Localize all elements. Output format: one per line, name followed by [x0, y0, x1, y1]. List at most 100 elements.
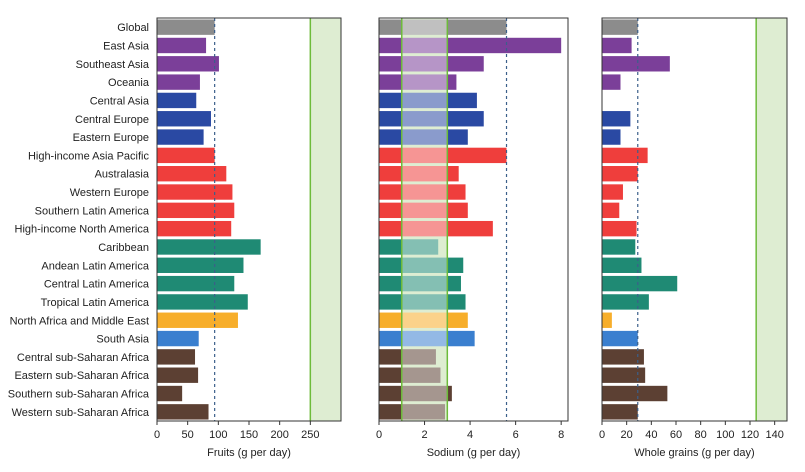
- bar-eastern-europe: [157, 129, 204, 145]
- bar-southeast-asia-optimal-part: [401, 56, 448, 72]
- bar-southern-sub-saharan-africa: [157, 385, 183, 402]
- bar-global-optimal-part: [401, 19, 448, 35]
- bar-south-asia-optimal-part: [401, 330, 448, 347]
- bar-central-asia: [447, 92, 477, 109]
- bar-southern-sub-saharan-africa: [447, 385, 452, 402]
- bar-high-income-north-america: [379, 220, 402, 237]
- x-tick-label: 8: [558, 429, 564, 441]
- bar-central-asia-optimal-part: [401, 92, 448, 109]
- bar-tropical-latin-america: [157, 294, 248, 310]
- bar-central-europe: [157, 111, 211, 127]
- bar-high-income-asia-pacific: [157, 147, 215, 164]
- bar-north-africa-and-middle-east: [379, 312, 402, 328]
- bar-southeast-asia: [447, 56, 484, 72]
- bar-high-income-asia-pacific: [379, 147, 402, 164]
- bar-eastern-europe-optimal-part: [401, 129, 448, 145]
- x-tick-label: 20: [621, 429, 633, 441]
- region-label-central-asia: Central Asia: [90, 95, 150, 107]
- bar-eastern-sub-saharan-africa: [379, 367, 402, 383]
- bar-high-income-north-america: [157, 220, 232, 237]
- bar-australasia: [379, 166, 402, 182]
- bar-oceania-optimal-part: [401, 74, 448, 90]
- bar-andean-latin-america: [447, 257, 464, 273]
- bar-central-latin-america: [602, 275, 678, 292]
- bar-western-europe: [157, 184, 233, 200]
- bar-central-sub-saharan-africa: [379, 349, 402, 365]
- bar-global: [447, 19, 507, 35]
- region-label-high-income-asia-pacific: High-income Asia Pacific: [28, 150, 150, 162]
- bar-eastern-sub-saharan-africa-optimal-part: [401, 367, 441, 383]
- region-label-east-asia: East Asia: [103, 40, 150, 52]
- bar-australasia: [157, 166, 227, 182]
- bar-southern-sub-saharan-africa: [602, 385, 668, 402]
- bar-high-income-north-america: [447, 220, 493, 237]
- x-tick-label: 50: [182, 429, 194, 441]
- bar-central-sub-saharan-africa: [157, 349, 196, 365]
- bar-central-europe: [379, 111, 402, 127]
- x-tick-label: 80: [695, 429, 707, 441]
- bar-southeast-asia: [379, 56, 402, 72]
- x-axis-label: Fruits (g per day): [207, 447, 291, 459]
- bar-australasia-optimal-part: [401, 166, 448, 182]
- optimal-range-band: [756, 18, 787, 421]
- region-label-high-income-north-america: High-income North America: [15, 224, 150, 236]
- fruits-panel: 0 50 100 150 200 250 Fruits (g per day): [154, 17, 342, 459]
- bar-western-sub-saharan-africa: [157, 404, 209, 420]
- x-tick-label: 0: [154, 429, 160, 441]
- region-labels: Global East Asia Southeast Asia Oceania Cent…: [8, 22, 150, 419]
- bar-southern-latin-america: [157, 202, 235, 219]
- bar-north-africa-and-middle-east-optimal-part: [401, 312, 448, 328]
- bar-central-asia: [157, 92, 197, 109]
- x-tick-label: 100: [716, 429, 734, 441]
- bar-andean-latin-america: [602, 257, 642, 273]
- bar-east-asia: [379, 37, 402, 54]
- bar-australasia: [602, 166, 638, 182]
- bar-caribbean: [157, 239, 261, 255]
- bar-east-asia: [602, 37, 632, 54]
- x-tick-label: 0: [376, 429, 382, 441]
- region-label-central-sub-saharan-africa: Central sub-Saharan Africa: [17, 352, 150, 364]
- bar-east-asia-optimal-part: [401, 37, 448, 54]
- bar-eastern-sub-saharan-africa: [157, 367, 199, 383]
- bar-global: [379, 19, 402, 35]
- bar-central-asia: [379, 92, 402, 109]
- bar-north-africa-and-middle-east: [602, 312, 612, 328]
- bar-north-africa-and-middle-east: [447, 312, 468, 328]
- x-tick-label: 120: [741, 429, 759, 441]
- panel-frame: [378, 17, 569, 422]
- bar-central-europe: [447, 111, 484, 127]
- bar-central-latin-america-optimal-part: [401, 275, 448, 292]
- x-tick-label: 6: [513, 429, 519, 441]
- region-label-oceania: Oceania: [108, 77, 150, 89]
- bar-east-asia: [447, 37, 562, 54]
- x-tick-label: 150: [240, 429, 258, 441]
- region-label-central-latin-america: Central Latin America: [44, 279, 150, 291]
- bar-central-latin-america: [447, 275, 461, 292]
- region-label-eastern-sub-saharan-africa: Eastern sub-Saharan Africa: [14, 370, 149, 382]
- bar-southern-latin-america: [447, 202, 468, 219]
- bar-tropical-latin-america: [379, 294, 402, 310]
- x-tick-label: 100: [209, 429, 227, 441]
- bar-global: [157, 19, 215, 35]
- bar-western-sub-saharan-africa: [379, 404, 402, 420]
- bar-high-income-asia-pacific: [447, 147, 507, 164]
- bar-central-sub-saharan-africa-optimal-part: [401, 349, 436, 365]
- x-tick-label: 2: [421, 429, 427, 441]
- bar-south-asia: [447, 330, 475, 347]
- bar-southern-sub-saharan-africa-optimal-part: [401, 385, 448, 402]
- bar-oceania: [447, 74, 457, 90]
- bar-southern-latin-america: [379, 202, 402, 219]
- bar-central-europe-optimal-part: [401, 111, 448, 127]
- region-label-central-europe: Central Europe: [75, 114, 149, 126]
- bar-central-latin-america: [379, 275, 402, 292]
- sodium-panel: 0 2 4 6 8 Sodium (g per day): [376, 17, 569, 459]
- bar-caribbean: [379, 239, 402, 255]
- bar-southern-sub-saharan-africa: [379, 385, 402, 402]
- bar-southeast-asia: [602, 56, 670, 72]
- region-label-south-asia: South Asia: [96, 334, 149, 346]
- region-label-tropical-latin-america: Tropical Latin America: [41, 297, 150, 309]
- bar-eastern-europe: [379, 129, 402, 145]
- x-tick-label: 40: [645, 429, 657, 441]
- bar-south-asia: [157, 330, 199, 347]
- bar-high-income-north-america-optimal-part: [401, 220, 448, 237]
